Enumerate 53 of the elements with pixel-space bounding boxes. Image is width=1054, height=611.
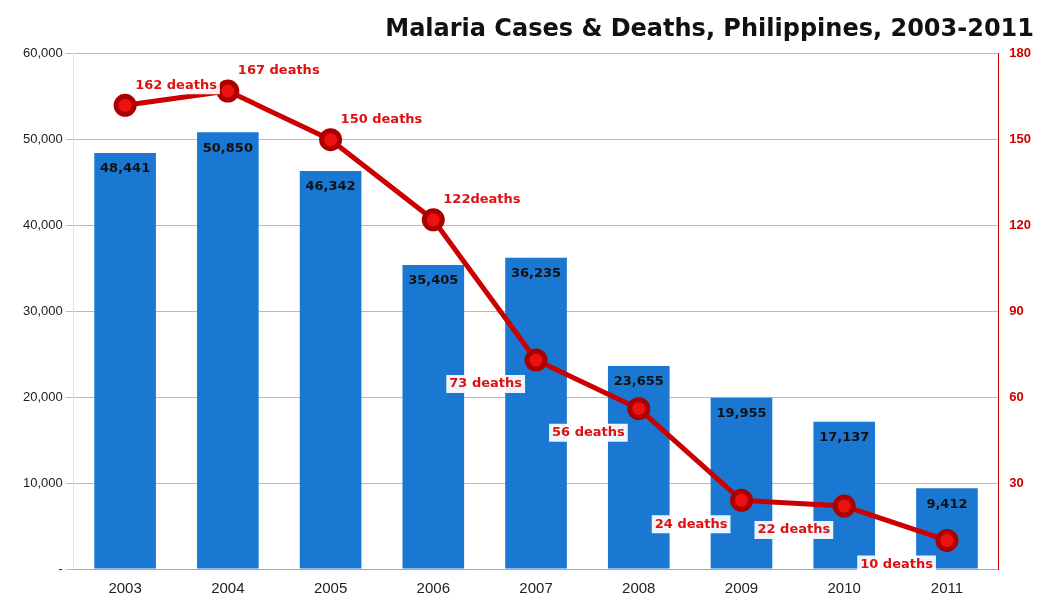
x-tick-label: 2011 xyxy=(930,579,964,597)
point xyxy=(113,93,137,117)
data-label: 122deaths xyxy=(443,191,521,207)
y-tick-label: 60,000 xyxy=(23,45,63,61)
y2-tick-label: 180 xyxy=(1009,45,1032,61)
point xyxy=(216,79,240,103)
y-tick-label: 10,000 xyxy=(23,474,63,490)
x-tick-label: 2005 xyxy=(313,579,348,597)
data-label: 162 deaths xyxy=(135,76,218,92)
data-label: 10 deaths xyxy=(860,555,934,571)
point xyxy=(524,348,548,372)
data-label: 56 deaths xyxy=(552,424,626,440)
data-label: 35,405 xyxy=(408,272,459,288)
point xyxy=(319,128,343,152)
y-tick-label: 40,000 xyxy=(23,217,63,233)
chart-title: Malaria Cases & Deaths, Philippines, 2003-2011 xyxy=(385,13,1034,42)
data-label: 22 deaths xyxy=(757,521,831,537)
y2-tick-label: 30 xyxy=(1009,474,1024,490)
y-tick-label: 20,000 xyxy=(23,388,63,404)
bar xyxy=(402,264,465,569)
data-label: 36,235 xyxy=(510,265,562,281)
bar xyxy=(299,171,362,569)
data-label: 17,137 xyxy=(819,429,870,445)
data-label: 46,342 xyxy=(305,178,356,194)
x-tick-label: 2008 xyxy=(622,579,656,597)
point xyxy=(729,488,753,512)
x-tick-label: 2010 xyxy=(827,579,861,597)
y2-tick-label: 150 xyxy=(1009,131,1032,147)
data-label: 50,850 xyxy=(202,139,253,155)
x-tick-label: 2009 xyxy=(724,579,759,597)
y2-tick-label: 60 xyxy=(1009,388,1024,404)
x-tick-label: 2007 xyxy=(519,579,553,597)
data-label: 19,955 xyxy=(716,405,767,421)
data-label: 150 deaths xyxy=(340,111,423,127)
bar xyxy=(197,132,259,569)
x-tick-label: 2004 xyxy=(211,579,245,597)
data-label: 73 deaths xyxy=(449,375,523,391)
point xyxy=(832,494,856,518)
y-tick-label: - xyxy=(58,560,63,576)
data-label: 48,441 xyxy=(100,160,151,176)
data-label: 167 deaths xyxy=(237,62,320,78)
x-tick-label: 2003 xyxy=(108,579,142,597)
x-tick-label: 2006 xyxy=(416,579,450,597)
data-label: 9,412 xyxy=(926,495,968,511)
point xyxy=(421,208,445,232)
y2-tick-label: 90 xyxy=(1009,302,1024,318)
point xyxy=(627,397,651,421)
data-label: 24 deaths xyxy=(654,515,728,531)
y-tick-label: 50,000 xyxy=(23,131,63,147)
data-label: 23,655 xyxy=(613,373,664,389)
y-tick-label: 30,000 xyxy=(23,302,63,318)
bar xyxy=(94,153,156,569)
y2-tick-label: 120 xyxy=(1009,217,1032,233)
